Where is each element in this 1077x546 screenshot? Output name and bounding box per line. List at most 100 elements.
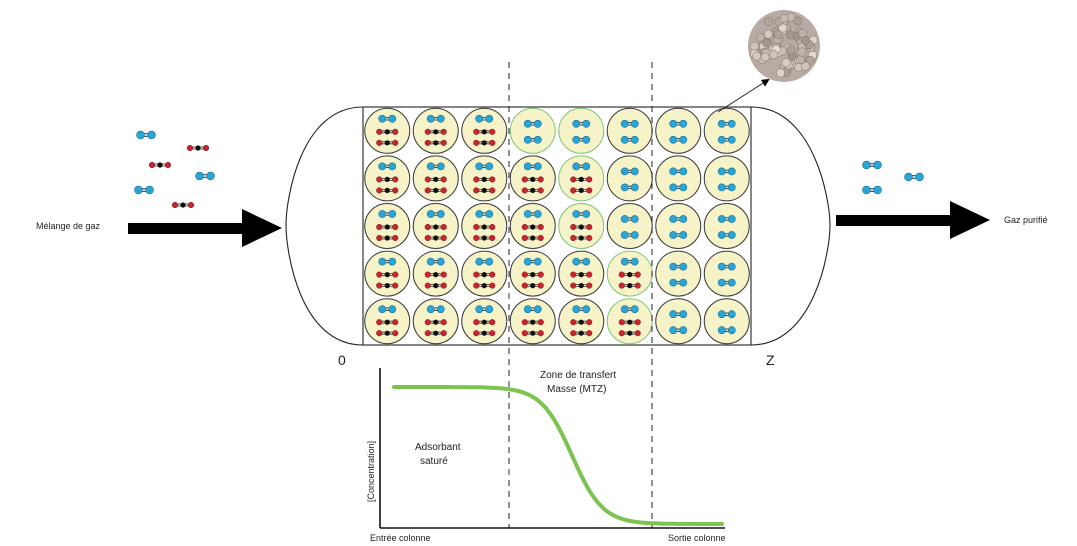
large-molecule bbox=[521, 330, 544, 337]
adsorbent-bead bbox=[509, 298, 556, 345]
saturated-label-line2: saturé bbox=[420, 456, 448, 467]
adsorbent-bead bbox=[703, 250, 750, 297]
adsorbent-bead bbox=[558, 107, 605, 154]
small-molecule bbox=[620, 257, 639, 266]
small-molecule bbox=[669, 119, 688, 128]
pellet bbox=[785, 30, 795, 40]
breakthrough-chart bbox=[379, 368, 725, 529]
bead-circle bbox=[703, 298, 750, 345]
small-molecule bbox=[378, 210, 397, 218]
large-molecule bbox=[376, 128, 399, 135]
large-molecule bbox=[424, 176, 447, 183]
large-molecule bbox=[376, 139, 399, 146]
large-molecule bbox=[376, 282, 399, 289]
pellet bbox=[763, 29, 773, 39]
small-molecule bbox=[717, 183, 736, 192]
small-molecule bbox=[572, 305, 591, 314]
pellet bbox=[779, 14, 789, 24]
outlet-arrow bbox=[836, 201, 990, 239]
large-molecule bbox=[473, 271, 496, 278]
small-molecule bbox=[620, 305, 639, 314]
bead-circle bbox=[703, 250, 750, 297]
small-molecule bbox=[426, 210, 445, 218]
adsorbent-bead bbox=[364, 250, 411, 297]
large-molecule bbox=[473, 187, 496, 194]
large-molecule bbox=[570, 234, 593, 242]
large-molecule bbox=[570, 319, 593, 326]
large-molecule bbox=[424, 139, 447, 146]
large-molecule bbox=[376, 319, 399, 326]
large-molecule bbox=[424, 271, 447, 278]
large-molecule bbox=[570, 330, 593, 337]
small-molecule bbox=[717, 135, 736, 144]
small-molecule bbox=[620, 183, 639, 192]
adsorbent-bead bbox=[606, 250, 653, 297]
large-molecule bbox=[424, 282, 447, 289]
adsorbent-bead bbox=[558, 250, 605, 297]
small-molecule bbox=[669, 231, 688, 239]
adsorbent-bead bbox=[606, 298, 653, 345]
outlet-label: Gaz purifié bbox=[1004, 215, 1048, 225]
large-molecule bbox=[376, 234, 399, 242]
adsorbent-bead bbox=[412, 155, 459, 202]
small-molecule bbox=[523, 257, 542, 266]
adsorbent-bead bbox=[412, 250, 459, 297]
bead-circle bbox=[606, 155, 653, 202]
bead-circle bbox=[703, 155, 750, 202]
small-molecule bbox=[475, 210, 494, 218]
small-molecule bbox=[572, 135, 591, 144]
small-molecule bbox=[862, 185, 882, 195]
pellet bbox=[797, 47, 807, 57]
large-molecule bbox=[473, 223, 496, 231]
small-molecule bbox=[669, 183, 688, 192]
small-molecule bbox=[378, 257, 397, 266]
adsorbent-bead bbox=[412, 107, 459, 154]
large-molecule bbox=[473, 330, 496, 337]
pellet bbox=[755, 33, 765, 42]
vessel-right-cap bbox=[750, 106, 831, 346]
small-molecule bbox=[620, 167, 639, 176]
large-molecule bbox=[521, 282, 544, 289]
adsorbent-bead bbox=[606, 203, 653, 249]
small-molecule bbox=[620, 231, 639, 239]
large-molecule bbox=[473, 128, 496, 135]
small-molecule bbox=[669, 167, 688, 176]
large-molecule bbox=[618, 330, 641, 337]
small-molecule bbox=[475, 114, 494, 123]
large-molecule bbox=[473, 176, 496, 183]
pellet bbox=[773, 30, 783, 40]
small-molecule bbox=[136, 130, 156, 140]
adsorbent-bead bbox=[703, 155, 750, 202]
small-molecule bbox=[378, 305, 397, 314]
x-axis-end-label: Sortie colonne bbox=[668, 533, 726, 543]
small-molecule bbox=[669, 278, 688, 287]
large-molecule bbox=[521, 271, 544, 278]
pellet bbox=[801, 35, 810, 45]
adsorbent-bead bbox=[655, 298, 702, 345]
small-molecule bbox=[572, 162, 591, 171]
small-molecule bbox=[717, 119, 736, 128]
adsorbent-bead bbox=[606, 107, 653, 154]
small-molecule bbox=[426, 257, 445, 266]
small-molecule bbox=[717, 167, 736, 176]
large-molecule bbox=[424, 223, 447, 231]
small-molecule bbox=[669, 262, 688, 271]
large-molecule bbox=[570, 271, 593, 278]
bead-circle bbox=[703, 203, 750, 249]
small-molecule bbox=[134, 185, 154, 195]
large-molecule bbox=[473, 139, 496, 146]
large-molecule bbox=[186, 144, 210, 152]
pellet bbox=[800, 61, 810, 71]
large-molecule bbox=[570, 187, 593, 194]
pellet bbox=[760, 52, 770, 62]
adsorbent-bead bbox=[412, 203, 459, 249]
small-molecule bbox=[572, 119, 591, 128]
bead-circle bbox=[655, 107, 702, 154]
small-molecule bbox=[717, 215, 736, 223]
small-molecule bbox=[523, 162, 542, 171]
bead-circle bbox=[655, 155, 702, 202]
small-molecule bbox=[717, 278, 736, 287]
large-molecule bbox=[376, 271, 399, 278]
bead-circle bbox=[655, 298, 702, 345]
adsorbent-bead bbox=[461, 298, 508, 345]
